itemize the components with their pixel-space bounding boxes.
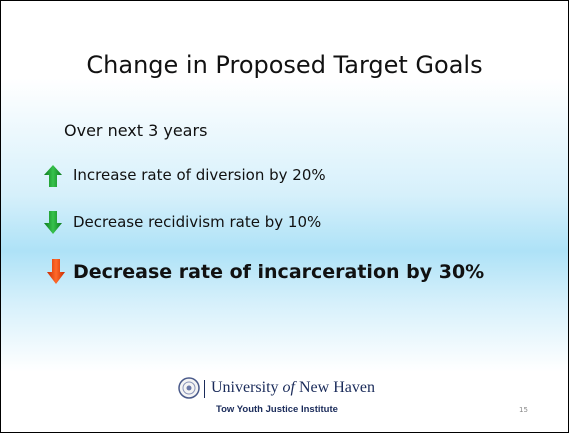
university-seal xyxy=(178,377,200,399)
text: of xyxy=(282,379,295,396)
goal-item: Decrease rate of incarceration by 30% xyxy=(73,261,485,283)
down-arrow-icon xyxy=(47,259,65,284)
divider xyxy=(204,380,205,398)
university-name: University of New Haven xyxy=(211,379,375,397)
goal-item: Increase rate of diversion by 20% xyxy=(73,166,326,184)
up-arrow-icon xyxy=(44,165,62,187)
goal-item: Decrease recidivism rate by 10% xyxy=(73,213,322,231)
text: New Haven xyxy=(299,379,375,396)
slide-title: Change in Proposed Target Goals xyxy=(86,51,483,79)
text: University xyxy=(211,379,279,396)
page-number: 15 xyxy=(519,406,528,414)
subtitle: Over next 3 years xyxy=(64,121,208,140)
down-arrow-icon xyxy=(44,211,62,234)
institute-name: Tow Youth Justice Institute xyxy=(216,404,338,415)
